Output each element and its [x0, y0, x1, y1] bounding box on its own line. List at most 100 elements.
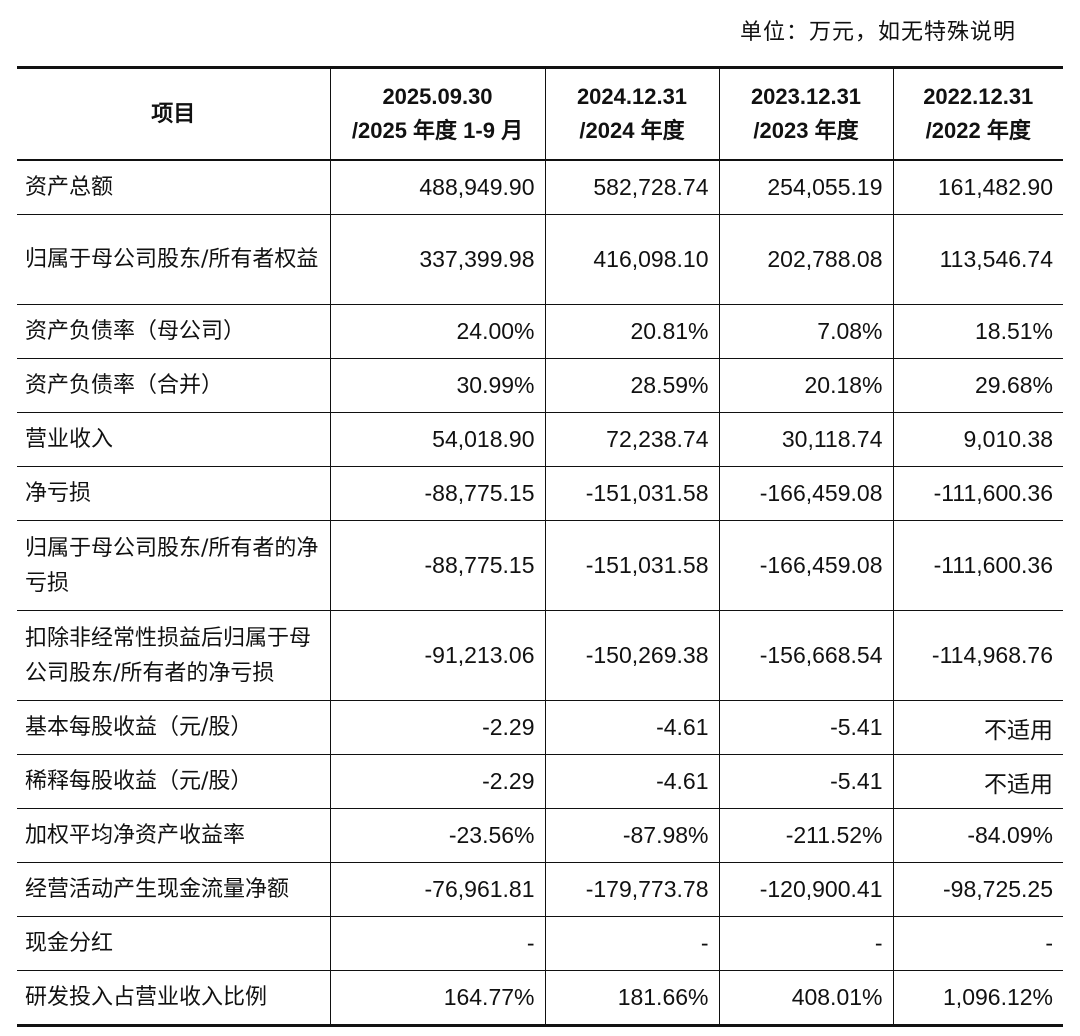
row-label: 资产总额: [17, 159, 330, 215]
cell-value: 582,728.74: [544, 159, 719, 215]
cell-value: 254,055.19: [718, 159, 893, 215]
row-label: 扣除非经常性损益后归属于母公司股东/所有者的净亏损: [17, 610, 330, 701]
cell-value: -114,968.76: [892, 610, 1063, 701]
cell-value: 181.66%: [544, 970, 719, 1026]
cell-value: -4.61: [544, 700, 719, 755]
header-period: 2024.12.31 /2024 年度: [544, 67, 719, 160]
table-row: 研发投入占营业收入比例 164.77% 181.66% 408.01% 1,09…: [17, 970, 1063, 1026]
cell-value: 不适用: [892, 700, 1063, 755]
cell-value: 113,546.74: [892, 214, 1063, 305]
table-row: 基本每股收益（元/股） -2.29 -4.61 -5.41 不适用: [17, 700, 1063, 755]
cell-value: 164.77%: [329, 970, 545, 1026]
cell-value: -151,031.58: [544, 466, 719, 521]
cell-value: -166,459.08: [718, 520, 893, 611]
cell-value: -5.41: [718, 700, 893, 755]
row-label: 归属于母公司股东/所有者的净亏损: [17, 520, 330, 611]
row-label: 资产负债率（母公司）: [17, 304, 330, 359]
cell-value: -5.41: [718, 754, 893, 809]
cell-value: 28.59%: [544, 358, 719, 413]
table-row: 资产负债率（母公司） 24.00% 20.81% 7.08% 18.51%: [17, 304, 1063, 359]
table-row: 归属于母公司股东/所有者的净亏损 -88,775.15 -151,031.58 …: [17, 520, 1063, 611]
table-row: 扣除非经常性损益后归属于母公司股东/所有者的净亏损 -91,213.06 -15…: [17, 610, 1063, 701]
cell-value: -88,775.15: [329, 520, 545, 611]
header-period-span: /2024 年度: [579, 118, 685, 143]
header-period-date: 2022.12.31: [923, 84, 1034, 109]
row-label: 经营活动产生现金流量净额: [17, 862, 330, 917]
cell-value: -156,668.54: [718, 610, 893, 701]
cell-value: 408.01%: [718, 970, 893, 1026]
cell-value: 20.81%: [544, 304, 719, 359]
table-row: 资产总额 488,949.90 582,728.74 254,055.19 16…: [17, 159, 1063, 215]
row-label: 营业收入: [17, 412, 330, 467]
header-period-span: /2022 年度: [925, 118, 1031, 143]
cell-value: 29.68%: [892, 358, 1063, 413]
cell-value: -88,775.15: [329, 466, 545, 521]
cell-value: 30,118.74: [718, 412, 893, 467]
cell-value: 不适用: [892, 754, 1063, 809]
cell-value: -4.61: [544, 754, 719, 809]
header-period: 2022.12.31 /2022 年度: [892, 67, 1063, 160]
row-label: 加权平均净资产收益率: [17, 808, 330, 863]
unit-note: 单位：万元，如无特殊说明: [739, 20, 1016, 45]
cell-value: -87.98%: [544, 808, 719, 863]
row-label: 现金分红: [17, 916, 330, 971]
cell-value: 161,482.90: [892, 159, 1063, 215]
cell-value: 20.18%: [718, 358, 893, 413]
cell-value: 30.99%: [329, 358, 545, 413]
cell-value: -111,600.36: [892, 520, 1063, 611]
row-label: 基本每股收益（元/股）: [17, 700, 330, 755]
cell-value: 9,010.38: [892, 412, 1063, 467]
cell-value: -179,773.78: [544, 862, 719, 917]
cell-value: -166,459.08: [718, 466, 893, 521]
cell-value: -150,269.38: [544, 610, 719, 701]
cell-value: 337,399.98: [329, 214, 545, 305]
cell-value: -76,961.81: [329, 862, 545, 917]
header-period-date: 2023.12.31: [750, 84, 862, 109]
header-row: 项目 2025.09.30 /2025 年度 1-9 月 2024.12.31 …: [17, 67, 1063, 160]
header-item: 项目: [151, 101, 196, 126]
cell-value: 488,949.90: [329, 159, 545, 215]
table-row: 净亏损 -88,775.15 -151,031.58 -166,459.08 -…: [17, 466, 1063, 521]
cell-value: -84.09%: [892, 808, 1063, 863]
cell-value: -: [329, 916, 545, 971]
row-label: 归属于母公司股东/所有者权益: [17, 214, 330, 305]
header-period: 2025.09.30 /2025 年度 1-9 月: [329, 67, 545, 160]
cell-value: 72,238.74: [544, 412, 719, 467]
table-row: 营业收入 54,018.90 72,238.74 30,118.74 9,010…: [17, 412, 1063, 467]
cell-value: -23.56%: [329, 808, 545, 863]
row-label: 稀释每股收益（元/股）: [17, 754, 330, 809]
financial-summary-table: 项目 2025.09.30 /2025 年度 1-9 月 2024.12.31 …: [17, 66, 1063, 1027]
header-period: 2023.12.31 /2023 年度: [718, 67, 893, 160]
table-row: 归属于母公司股东/所有者权益 337,399.98 416,098.10 202…: [17, 214, 1063, 305]
cell-value: -91,213.06: [329, 610, 545, 701]
cell-value: 54,018.90: [329, 412, 545, 467]
cell-value: -98,725.25: [892, 862, 1063, 917]
cell-value: 1,096.12%: [892, 970, 1063, 1026]
cell-value: 202,788.08: [718, 214, 893, 305]
header-period-span: /2025 年度 1-9 月: [351, 118, 524, 143]
cell-value: -211.52%: [718, 808, 893, 863]
cell-value: -120,900.41: [718, 862, 893, 917]
table-row: 稀释每股收益（元/股） -2.29 -4.61 -5.41 不适用: [17, 754, 1063, 809]
row-label: 净亏损: [17, 466, 330, 521]
row-label: 研发投入占营业收入比例: [17, 970, 330, 1026]
table-row: 加权平均净资产收益率 -23.56% -87.98% -211.52% -84.…: [17, 808, 1063, 863]
cell-value: 18.51%: [892, 304, 1063, 359]
header-period-date: 2025.09.30: [382, 84, 493, 109]
row-label: 资产负债率（合并）: [17, 358, 330, 413]
cell-value: -151,031.58: [544, 520, 719, 611]
table-row: 资产负债率（合并） 30.99% 28.59% 20.18% 29.68%: [17, 358, 1063, 413]
header-period-date: 2024.12.31: [576, 84, 688, 109]
cell-value: -2.29: [329, 754, 545, 809]
table-row: 现金分红 - - - -: [17, 916, 1063, 971]
cell-value: 24.00%: [329, 304, 545, 359]
header-period-span: /2023 年度: [753, 118, 859, 143]
cell-value: 7.08%: [718, 304, 893, 359]
cell-value: 416,098.10: [544, 214, 719, 305]
cell-value: -2.29: [329, 700, 545, 755]
cell-value: -: [892, 916, 1063, 971]
cell-value: -111,600.36: [892, 466, 1063, 521]
table-row: 经营活动产生现金流量净额 -76,961.81 -179,773.78 -120…: [17, 862, 1063, 917]
cell-value: -: [718, 916, 893, 971]
cell-value: -: [544, 916, 719, 971]
